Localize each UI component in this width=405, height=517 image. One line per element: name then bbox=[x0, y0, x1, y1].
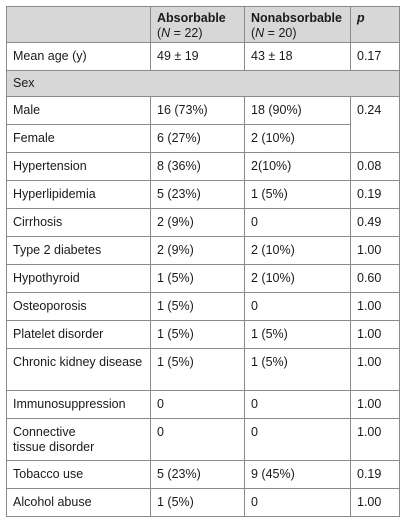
header-absorbable-label: Absorbable bbox=[157, 11, 226, 25]
cell-absorbable: 0 bbox=[150, 418, 245, 461]
table-row: Type 2 diabetes 2 (9%) 2 (10%) 1.00 bbox=[6, 236, 400, 265]
header-absorbable-n-suffix: = 22) bbox=[170, 26, 203, 40]
cell-p: 0.17 bbox=[350, 42, 400, 71]
row-label: Chronic kidney disease bbox=[6, 348, 151, 391]
row-label: Type 2 diabetes bbox=[6, 236, 151, 265]
cell-p: 0.49 bbox=[350, 208, 400, 237]
table-row: Immunosuppression 0 0 1.00 bbox=[6, 390, 400, 419]
cell-absorbable: 1 (5%) bbox=[150, 348, 245, 391]
cell-p: 0.08 bbox=[350, 152, 400, 181]
cell-p: 0.19 bbox=[350, 460, 400, 489]
cell-nonabsorbable: 18 (90%) bbox=[244, 96, 351, 125]
table-row: Osteoporosis 1 (5%) 0 1.00 bbox=[6, 292, 400, 321]
table-row: Hyperlipidemia 5 (23%) 1 (5%) 0.19 bbox=[6, 180, 400, 209]
cell-nonabsorbable: 2 (10%) bbox=[244, 264, 351, 293]
header-absorbable-n-prefix: ( bbox=[157, 26, 162, 40]
cell-nonabsorbable: 0 bbox=[244, 488, 351, 517]
row-label: Hypothyroid bbox=[6, 264, 151, 293]
section-row-sex: Sex bbox=[6, 70, 400, 97]
demographics-table: Absorbable (N = 22) Nonabsorbable (N = 2… bbox=[6, 6, 400, 517]
cell-p: 1.00 bbox=[350, 236, 400, 265]
table-row: Female 6 (27%) 2 (10%) bbox=[6, 124, 400, 153]
header-absorbable: Absorbable (N = 22) bbox=[150, 6, 245, 43]
header-nonabsorbable: Nonabsorbable (N = 20) bbox=[244, 6, 351, 43]
row-label: Female bbox=[6, 124, 151, 153]
table-row: Alcohol abuse 1 (5%) 0 1.00 bbox=[6, 488, 400, 517]
cell-nonabsorbable: 2 (10%) bbox=[244, 236, 351, 265]
row-label: Osteoporosis bbox=[6, 292, 151, 321]
cell-absorbable: 1 (5%) bbox=[150, 264, 245, 293]
section-label: Sex bbox=[6, 70, 400, 97]
cell-absorbable: 8 (36%) bbox=[150, 152, 245, 181]
cell-p: 0.24 bbox=[350, 96, 400, 125]
row-label: Hypertension bbox=[6, 152, 151, 181]
cell-nonabsorbable: 2(10%) bbox=[244, 152, 351, 181]
header-nonabsorbable-n-prefix: ( bbox=[251, 26, 256, 40]
cell-p: 1.00 bbox=[350, 390, 400, 419]
row-label: Hyperlipidemia bbox=[6, 180, 151, 209]
cell-nonabsorbable: 0 bbox=[244, 418, 351, 461]
row-label: Platelet disorder bbox=[6, 320, 151, 349]
table-row: Chronic kidney disease 1 (5%) 1 (5%) 1.0… bbox=[6, 348, 400, 391]
cell-nonabsorbable: 2 (10%) bbox=[244, 124, 351, 153]
table-row: Hypertension 8 (36%) 2(10%) 0.08 bbox=[6, 152, 400, 181]
cell-nonabsorbable: 0 bbox=[244, 292, 351, 321]
cell-p: 1.00 bbox=[350, 320, 400, 349]
cell-p: 1.00 bbox=[350, 418, 400, 461]
table-row: Tobacco use 5 (23%) 9 (45%) 0.19 bbox=[6, 460, 400, 489]
row-label: Immunosuppression bbox=[6, 390, 151, 419]
cell-nonabsorbable: 0 bbox=[244, 390, 351, 419]
cell-p: 1.00 bbox=[350, 488, 400, 517]
cell-absorbable: 1 (5%) bbox=[150, 488, 245, 517]
cell-p: 0.60 bbox=[350, 264, 400, 293]
cell-absorbable: 2 (9%) bbox=[150, 208, 245, 237]
cell-nonabsorbable: 0 bbox=[244, 208, 351, 237]
header-row: Absorbable (N = 22) Nonabsorbable (N = 2… bbox=[6, 6, 400, 43]
row-label: Cirrhosis bbox=[6, 208, 151, 237]
row-label: Connective tissue disorder bbox=[6, 418, 151, 461]
header-nonabsorbable-label: Nonabsorbable bbox=[251, 11, 342, 25]
row-label: Alcohol abuse bbox=[6, 488, 151, 517]
cell-absorbable: 5 (23%) bbox=[150, 180, 245, 209]
cell-absorbable: 16 (73%) bbox=[150, 96, 245, 125]
cell-absorbable: 5 (23%) bbox=[150, 460, 245, 489]
table-row: Hypothyroid 1 (5%) 2 (10%) 0.60 bbox=[6, 264, 400, 293]
row-label: Mean age (y) bbox=[6, 42, 151, 71]
cell-p: 1.00 bbox=[350, 348, 400, 391]
cell-nonabsorbable: 1 (5%) bbox=[244, 320, 351, 349]
cell-nonabsorbable: 1 (5%) bbox=[244, 348, 351, 391]
header-p-label: p bbox=[357, 11, 365, 25]
cell-nonabsorbable: 1 (5%) bbox=[244, 180, 351, 209]
cell-p-empty bbox=[350, 124, 400, 153]
cell-nonabsorbable: 43 ± 18 bbox=[244, 42, 351, 71]
cell-p: 1.00 bbox=[350, 292, 400, 321]
cell-absorbable: 49 ± 19 bbox=[150, 42, 245, 71]
cell-p: 0.19 bbox=[350, 180, 400, 209]
cell-absorbable: 0 bbox=[150, 390, 245, 419]
header-p: p bbox=[350, 6, 400, 43]
row-label: Tobacco use bbox=[6, 460, 151, 489]
header-absorbable-n-var: N bbox=[161, 26, 171, 40]
cell-absorbable: 1 (5%) bbox=[150, 292, 245, 321]
cell-absorbable: 1 (5%) bbox=[150, 320, 245, 349]
table-row: Male 16 (73%) 18 (90%) 0.24 bbox=[6, 96, 400, 125]
table-row: Mean age (y) 49 ± 19 43 ± 18 0.17 bbox=[6, 42, 400, 71]
header-nonabsorbable-n-suffix: = 20) bbox=[264, 26, 297, 40]
header-blank bbox=[6, 6, 151, 43]
header-nonabsorbable-n-var: N bbox=[255, 26, 265, 40]
cell-absorbable: 2 (9%) bbox=[150, 236, 245, 265]
row-label: Male bbox=[6, 96, 151, 125]
table-row: Cirrhosis 2 (9%) 0 0.49 bbox=[6, 208, 400, 237]
table-row: Connective tissue disorder 0 0 1.00 bbox=[6, 418, 400, 461]
cell-nonabsorbable: 9 (45%) bbox=[244, 460, 351, 489]
cell-absorbable: 6 (27%) bbox=[150, 124, 245, 153]
table-row: Platelet disorder 1 (5%) 1 (5%) 1.00 bbox=[6, 320, 400, 349]
